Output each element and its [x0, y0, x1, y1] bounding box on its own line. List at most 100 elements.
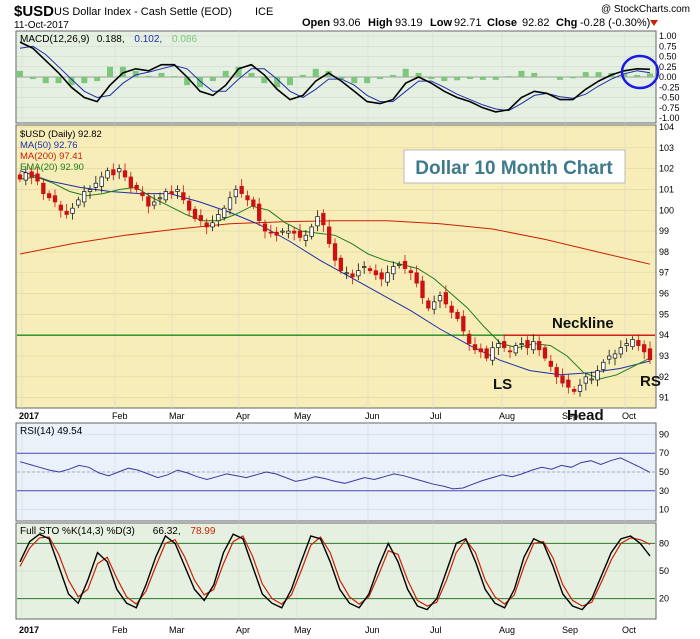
- candle-body: [443, 292, 448, 305]
- macd-histogram-bar: [222, 70, 229, 77]
- candle-body: [472, 344, 478, 351]
- macd-crossover-circle: [620, 54, 660, 90]
- candle-body: [23, 172, 28, 181]
- candle-body: [117, 168, 122, 173]
- candle-body: [327, 226, 332, 244]
- candle-body: [397, 264, 402, 266]
- candle-body: [478, 348, 483, 353]
- ma200-line: [19, 220, 651, 265]
- candle-body: [239, 185, 244, 194]
- macd-legend-item: 0.102,: [134, 34, 162, 45]
- x-axis-label-mid: May: [294, 411, 312, 421]
- macd-histogram-bar: [402, 68, 409, 77]
- candle-body: [402, 260, 408, 269]
- candle-body: [537, 341, 542, 351]
- x-axis-label-mid: Sep: [562, 411, 578, 421]
- sto-tick-label: 50: [659, 566, 669, 576]
- sto-legend-item: Full STO %K(14,3) %D(3): [20, 526, 135, 537]
- macd-histogram-bar: [145, 75, 152, 77]
- down-triangle-icon: [650, 20, 658, 26]
- chart-title: Dollar 10 Month Chart: [415, 158, 613, 179]
- candle-body: [490, 347, 495, 361]
- macd-histogram-bar: [647, 73, 653, 77]
- price-tick-label: 98: [659, 247, 669, 257]
- macd-histogram-bar: [55, 77, 62, 84]
- candle-body: [437, 295, 443, 302]
- macd-histogram-bar: [184, 77, 191, 86]
- close-label: Close: [487, 17, 517, 29]
- candle-body: [589, 378, 594, 381]
- sto-tick-label: 80: [659, 538, 669, 548]
- x-axis-label-mid: Feb: [112, 411, 128, 421]
- macd-histogram-bar: [248, 72, 255, 77]
- candle-body: [572, 388, 577, 392]
- macd-histogram-bar: [531, 72, 538, 77]
- x-axis-label-bottom: Jul: [430, 625, 442, 635]
- macd-tick-label: 0.00: [659, 72, 677, 82]
- candle-body: [566, 379, 571, 388]
- candle-body: [344, 272, 349, 275]
- x-axis-label-bottom: Sep: [562, 625, 578, 635]
- candle-body: [548, 360, 553, 367]
- candle-body: [262, 223, 268, 232]
- candle-body: [315, 216, 320, 227]
- candle-body: [17, 174, 23, 180]
- candle-body: [601, 361, 606, 370]
- macd-histogram-bar: [582, 72, 589, 77]
- sto-d-line: [19, 535, 651, 607]
- candle-body: [391, 266, 396, 275]
- candle-body: [87, 189, 93, 192]
- macd-histogram-bar: [209, 77, 216, 82]
- candle-body: [373, 270, 378, 276]
- candle-body: [356, 270, 361, 277]
- open-value: 93.06: [333, 17, 361, 29]
- macd-histogram-bar: [364, 77, 371, 84]
- x-axis-label-mid: Oct: [622, 411, 637, 421]
- candle-body: [432, 301, 437, 310]
- x-axis-label-mid: Mar: [169, 411, 185, 421]
- candle-body: [484, 348, 489, 359]
- candle-body: [612, 353, 618, 359]
- candle-body: [58, 204, 63, 211]
- legends: MACD(12,26,9) 0.188, 0.102, 0.086 $USD (Dail…: [20, 34, 216, 537]
- candle-body: [519, 343, 524, 345]
- candle-body: [595, 370, 600, 381]
- candle-body: [297, 230, 303, 238]
- candle-body: [70, 207, 75, 214]
- macd-histogram-bar: [287, 77, 293, 86]
- x-axis-label-bottom: Apr: [236, 625, 250, 635]
- candle-body: [111, 169, 116, 176]
- candle-body: [379, 272, 384, 280]
- macd-legend-item: 0.086: [172, 34, 197, 45]
- candle-body: [268, 231, 273, 234]
- macd-histogram-bar: [338, 77, 345, 80]
- candle-body: [192, 208, 198, 219]
- open-label: Open: [302, 17, 330, 29]
- macd-histogram-bar: [467, 77, 473, 80]
- macd-histogram-bar: [42, 77, 49, 84]
- macd-histogram-bar: [171, 76, 178, 77]
- candle-body: [280, 230, 285, 233]
- candle-body: [467, 333, 472, 344]
- macd-histogram-bar: [274, 77, 281, 88]
- macd-histogram-bar: [107, 66, 113, 77]
- candle-body: [461, 316, 466, 332]
- x-axis-label-bottom: Feb: [112, 625, 128, 635]
- low-label: Low: [430, 17, 452, 29]
- macd-histogram-bar: [569, 77, 576, 79]
- candle-body: [152, 201, 157, 206]
- price-tick-label: 101: [659, 184, 674, 194]
- candle-body: [408, 270, 413, 274]
- candle-body: [647, 348, 653, 361]
- candle-body: [636, 340, 641, 346]
- rsi-tick-label: 30: [659, 486, 669, 496]
- price-tick-label: 104: [659, 122, 674, 132]
- title-box: [403, 149, 626, 184]
- candle-body: [29, 171, 34, 178]
- candle-body: [187, 200, 192, 211]
- x-axis-label-bottom: Oct: [622, 625, 637, 635]
- candle-body: [35, 173, 40, 182]
- rsi-tick-label: 10: [659, 505, 669, 515]
- candle-body: [642, 344, 647, 353]
- macd-tick-label: -0.25: [659, 82, 680, 92]
